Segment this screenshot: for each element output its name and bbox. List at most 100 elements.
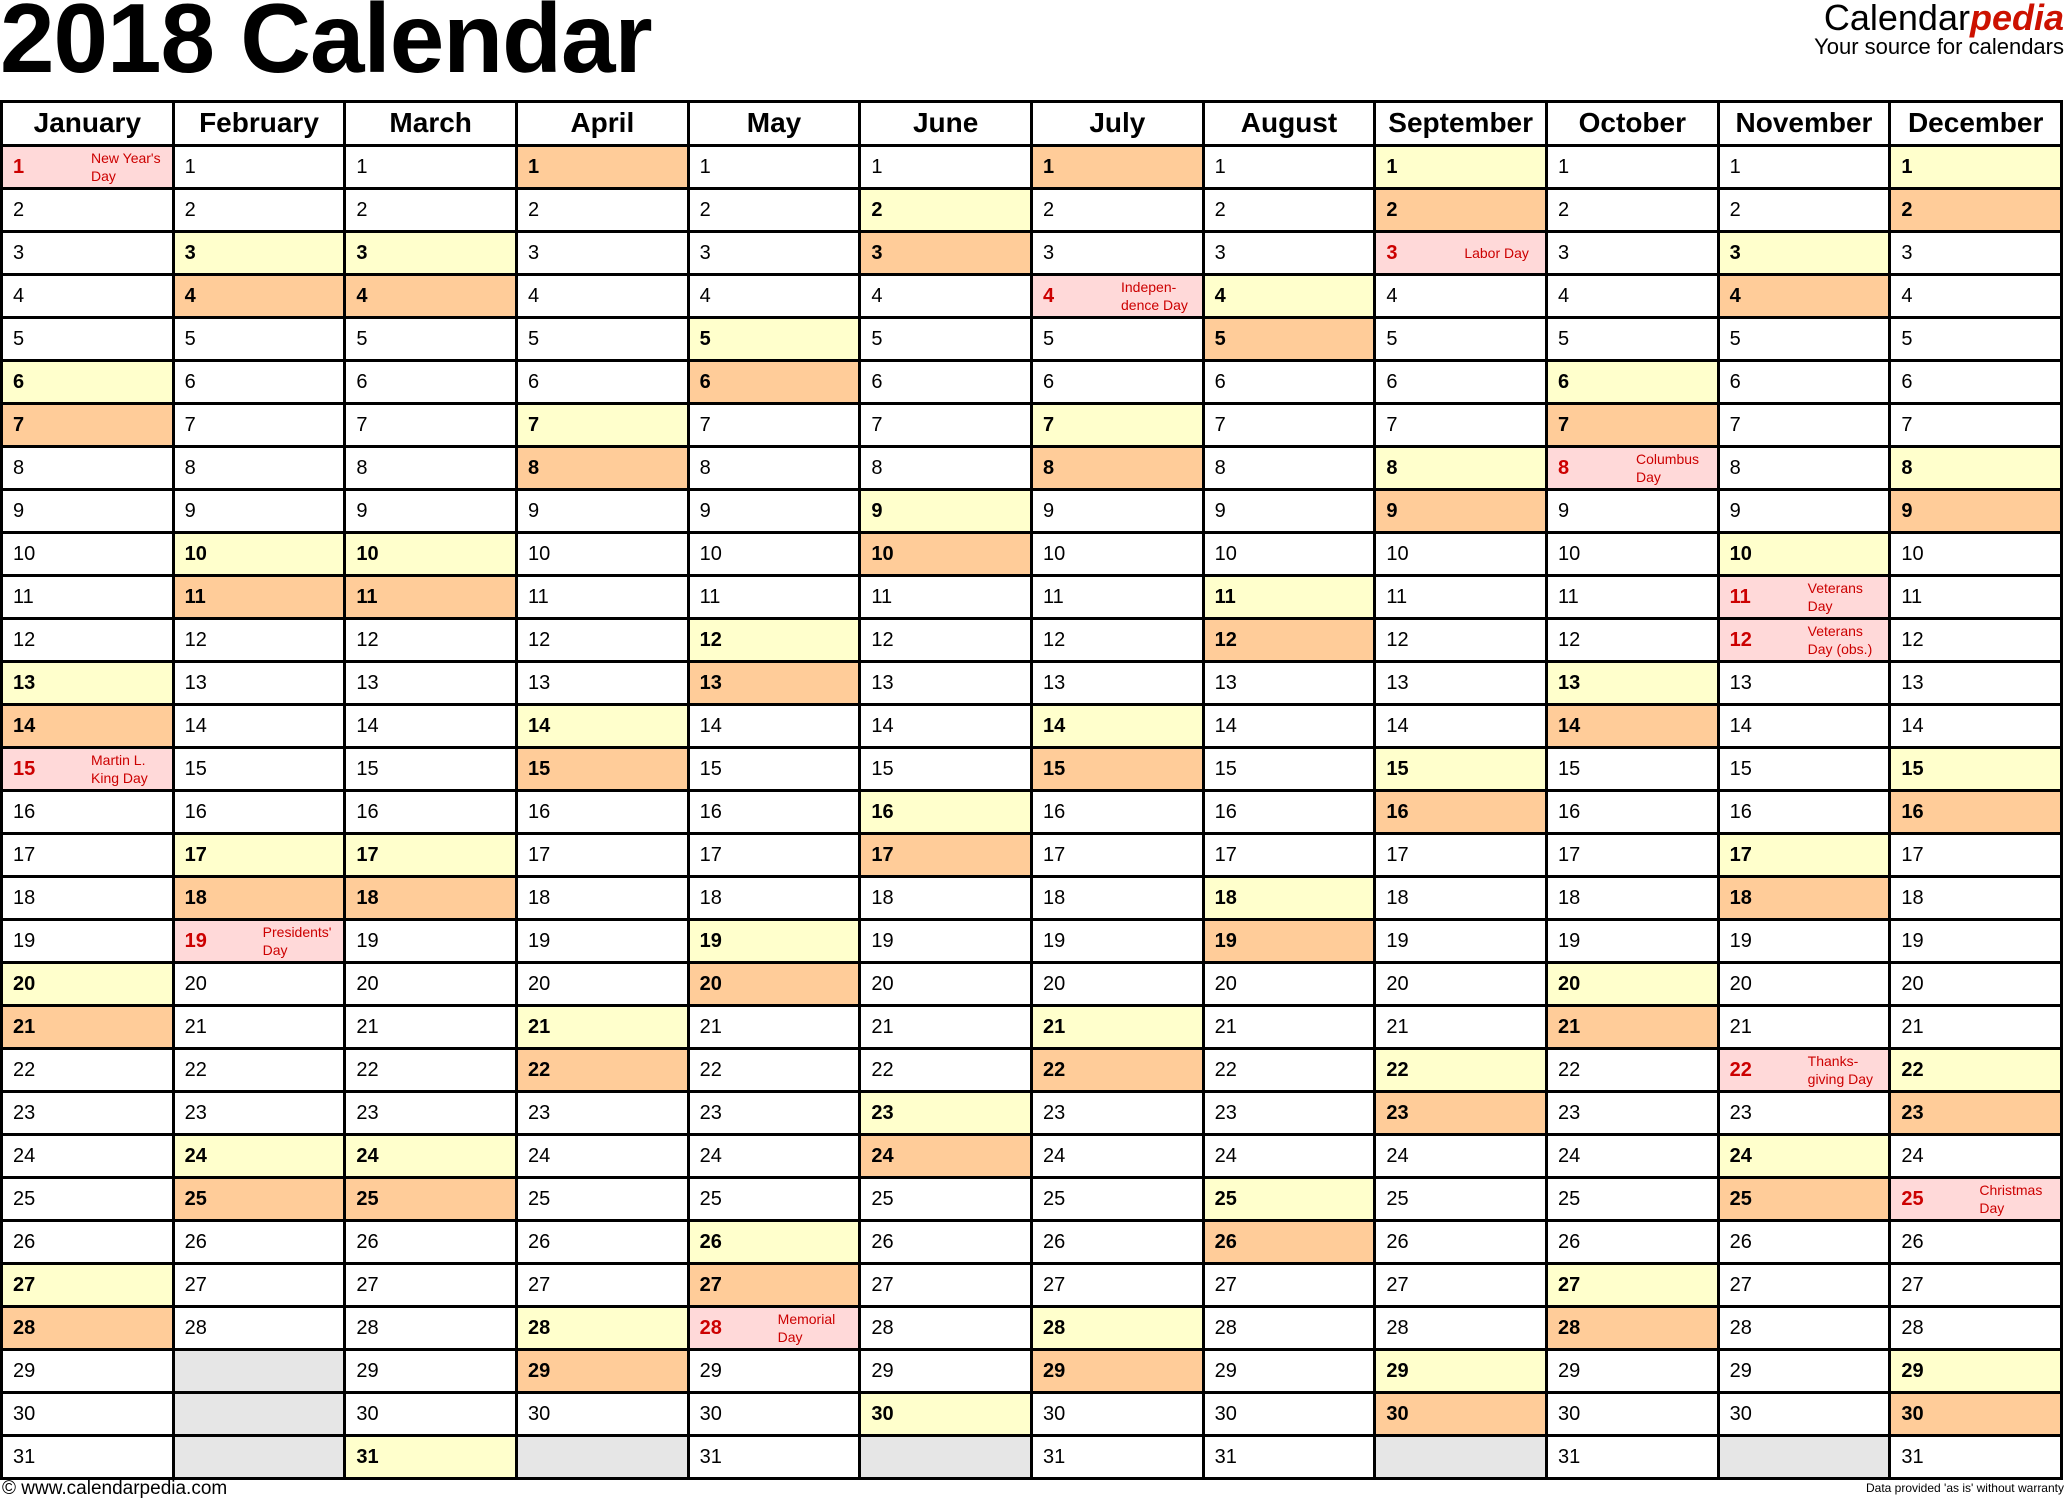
day-cell: 28MoMemorialDay [689, 1308, 862, 1351]
day-cell: 24Sa [346, 1136, 518, 1179]
day-number: 16 [528, 801, 551, 823]
day-cell: 17We [1548, 835, 1720, 878]
day-cell: 24Tu [1033, 1136, 1205, 1179]
day-number: 29 [1729, 1360, 1752, 1382]
day-number: 2 [1214, 199, 1226, 221]
day-number: 25 [1901, 1188, 1924, 1210]
day-number: 18 [1729, 887, 1752, 909]
day-number: 8 [13, 457, 25, 479]
day-number: 21 [699, 1016, 722, 1038]
month-header-june: June [861, 103, 1033, 147]
day-cell: 6Sa [3, 362, 175, 405]
day-cell: 12We [1891, 620, 2063, 663]
day-cell: 14We [174, 706, 347, 749]
day-cell: 9Mo [1033, 491, 1205, 534]
day-number: 15 [871, 758, 894, 780]
day-cell: 5We [1376, 319, 1548, 362]
day-number: 27 [1043, 1274, 1066, 1296]
day-cell: 1Su [1033, 147, 1205, 190]
day-cell: 4Th [1548, 276, 1720, 319]
day-number: 24 [1386, 1145, 1409, 1167]
day-number: 11 [1729, 586, 1751, 608]
day-number: 25 [356, 1188, 379, 1210]
month-header-february: February [174, 103, 347, 147]
day-cell: 1Th [1719, 147, 1892, 190]
day-cell: 7Fr [1376, 405, 1548, 448]
day-number: 19 [184, 930, 207, 952]
day-number: 4 [1386, 285, 1398, 307]
day-number: 6 [356, 371, 368, 393]
day-cell: 14Su [1548, 706, 1720, 749]
day-number: 14 [13, 715, 36, 737]
empty-day-cell [174, 1394, 347, 1437]
day-cell: 16Th [1204, 792, 1377, 835]
day-cell: 27Fr [518, 1265, 690, 1308]
day-number: 21 [13, 1016, 36, 1038]
holiday-label-line: King Day [91, 770, 148, 786]
day-cell: 31 Fr [1204, 1437, 1377, 1480]
day-cell: 19Sa [689, 921, 862, 964]
logo-tagline: Your source for calendars [1814, 34, 2064, 59]
day-number: 7 [871, 414, 883, 436]
day-cell: 11Fr [689, 577, 862, 620]
day-cell: 13Mo [1204, 663, 1377, 706]
day-cell: 25Mo [861, 1179, 1033, 1222]
day-cell: 21Sa [1033, 1007, 1205, 1050]
day-number: 7 [1386, 414, 1398, 436]
day-cell: 6Th [1376, 362, 1548, 405]
day-cell: 6Mo [1204, 362, 1377, 405]
weekday: Th [708, 1477, 859, 1480]
day-number: 3 [184, 242, 196, 264]
day-number: 5 [1043, 328, 1055, 350]
day-number: 8 [1386, 457, 1398, 479]
day-cell: 25Su [174, 1179, 347, 1222]
day-number: 25 [1386, 1188, 1409, 1210]
day-cell: 21Tu [1204, 1007, 1377, 1050]
day-cell: 10Mo [1891, 534, 2063, 577]
day-cell: 27Sa [3, 1265, 175, 1308]
day-cell: 10Sa [174, 534, 347, 577]
day-cell: 14Su [3, 706, 175, 749]
day-number: 16 [1386, 801, 1409, 823]
day-cell: 5Mo [1719, 319, 1892, 362]
month-header-december: December [1891, 103, 2063, 147]
day-number: 3 [1386, 242, 1398, 264]
day-number: 9 [1901, 500, 1913, 522]
calendarpedia-logo: Calendarpedia Your source for calendars [1814, 0, 2064, 58]
day-number: 27 [1214, 1274, 1237, 1296]
day-cell: 11Tu [1891, 577, 2063, 620]
day-cell: 15Sa [1376, 749, 1548, 792]
day-cell: 8Fr [861, 448, 1033, 491]
day-cell: 1Th [346, 147, 518, 190]
day-number: 16 [184, 801, 207, 823]
day-number: 16 [1558, 801, 1581, 823]
day-number: 27 [184, 1274, 207, 1296]
day-cell: 21We [174, 1007, 347, 1050]
day-cell: 12Fr [3, 620, 175, 663]
day-number: 26 [1729, 1231, 1752, 1253]
day-number: 17 [1729, 844, 1752, 866]
day-number: 11 [356, 586, 378, 608]
day-number: 29 [871, 1360, 894, 1382]
holiday-label-line: dence Day [1121, 297, 1188, 313]
day-number: 6 [1214, 371, 1226, 393]
day-number: 16 [356, 801, 379, 823]
day-cell: 15We [1204, 749, 1377, 792]
day-number: 25 [1214, 1188, 1237, 1210]
day-number: 14 [1214, 715, 1237, 737]
day-number: 10 [356, 543, 379, 565]
day-number: 17 [13, 844, 36, 866]
day-cell: 8Su [1033, 448, 1205, 491]
day-number: 23 [1214, 1102, 1237, 1124]
day-cell: 29Fr [861, 1351, 1033, 1394]
day-cell: 15Th [174, 749, 347, 792]
holiday-label-line: Memorial [777, 1311, 836, 1327]
day-number: 11 [184, 586, 206, 608]
day-cell: 17Sa [346, 835, 518, 878]
day-cell: 26Sa [689, 1222, 862, 1265]
day-number: 18 [1214, 887, 1237, 909]
holiday-label-line: Day [91, 168, 116, 184]
holiday-label-line: Labor Day [1464, 245, 1529, 261]
day-number: 4 [356, 285, 368, 307]
day-cell: 5Su [1204, 319, 1377, 362]
